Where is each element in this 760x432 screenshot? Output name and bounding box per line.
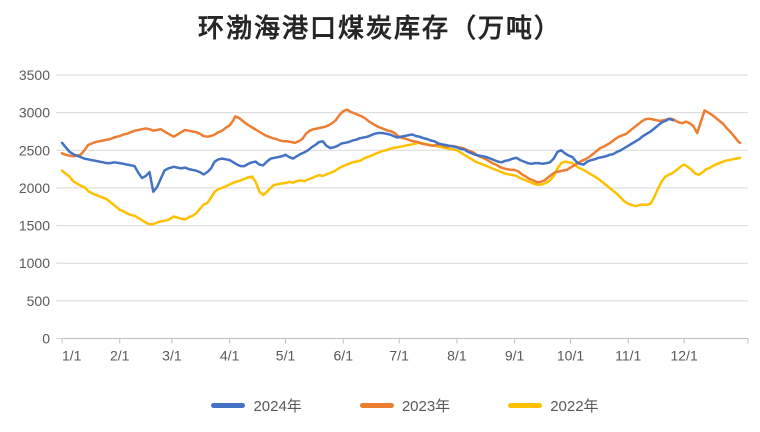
y-axis-label: 0 [42,331,50,347]
legend-line-swatch [211,402,246,408]
x-axis-label: 12/1 [670,348,697,364]
y-axis-label: 3500 [19,67,50,83]
y-axis-label: 500 [27,293,51,309]
series-line-2022年 [60,141,742,226]
y-axis-label: 3000 [19,105,50,121]
x-axis-label: 9/1 [505,348,525,364]
series-line-2024年 [60,117,675,193]
legend-line-swatch [359,402,394,408]
x-axis-label: 1/1 [62,348,82,364]
x-axis-label: 5/1 [276,348,296,364]
series-line-2023年 [60,108,742,184]
x-axis-label: 11/1 [615,348,641,364]
legend-item-2022年: 2022年 [508,395,599,416]
chart-legend: 2024年 2023年 2022年 [62,392,748,418]
plot-area: 0 500 1000 1500 2000 2500 3000 3500 1/1 2/1 3/1 4/1… [19,67,749,364]
x-axis-label: 2/1 [110,348,130,364]
legend-line-swatch [508,402,543,408]
x-axis-label: 4/1 [220,348,240,364]
legend-label: 2022年 [550,397,599,415]
x-axis-label: 6/1 [334,348,354,364]
legend-label: 2024年 [253,397,302,415]
x-axis-label: 8/1 [447,348,467,364]
legend-label: 2023年 [401,397,451,415]
y-axis-label: 1500 [19,218,50,234]
chart-title: 环渤海港口煤炭库存（万吨） [197,14,562,43]
x-axis-label: 7/1 [389,348,409,364]
x-axis-label: 10/1 [557,348,584,364]
y-axis-label: 2500 [19,142,50,158]
y-axis-label: 2000 [19,180,50,196]
y-axis-label: 1000 [19,255,50,271]
x-axis-label: 3/1 [162,348,182,364]
legend-item-2024年: 2024年 [211,395,302,416]
legend-item-2023年: 2023年 [359,395,451,416]
